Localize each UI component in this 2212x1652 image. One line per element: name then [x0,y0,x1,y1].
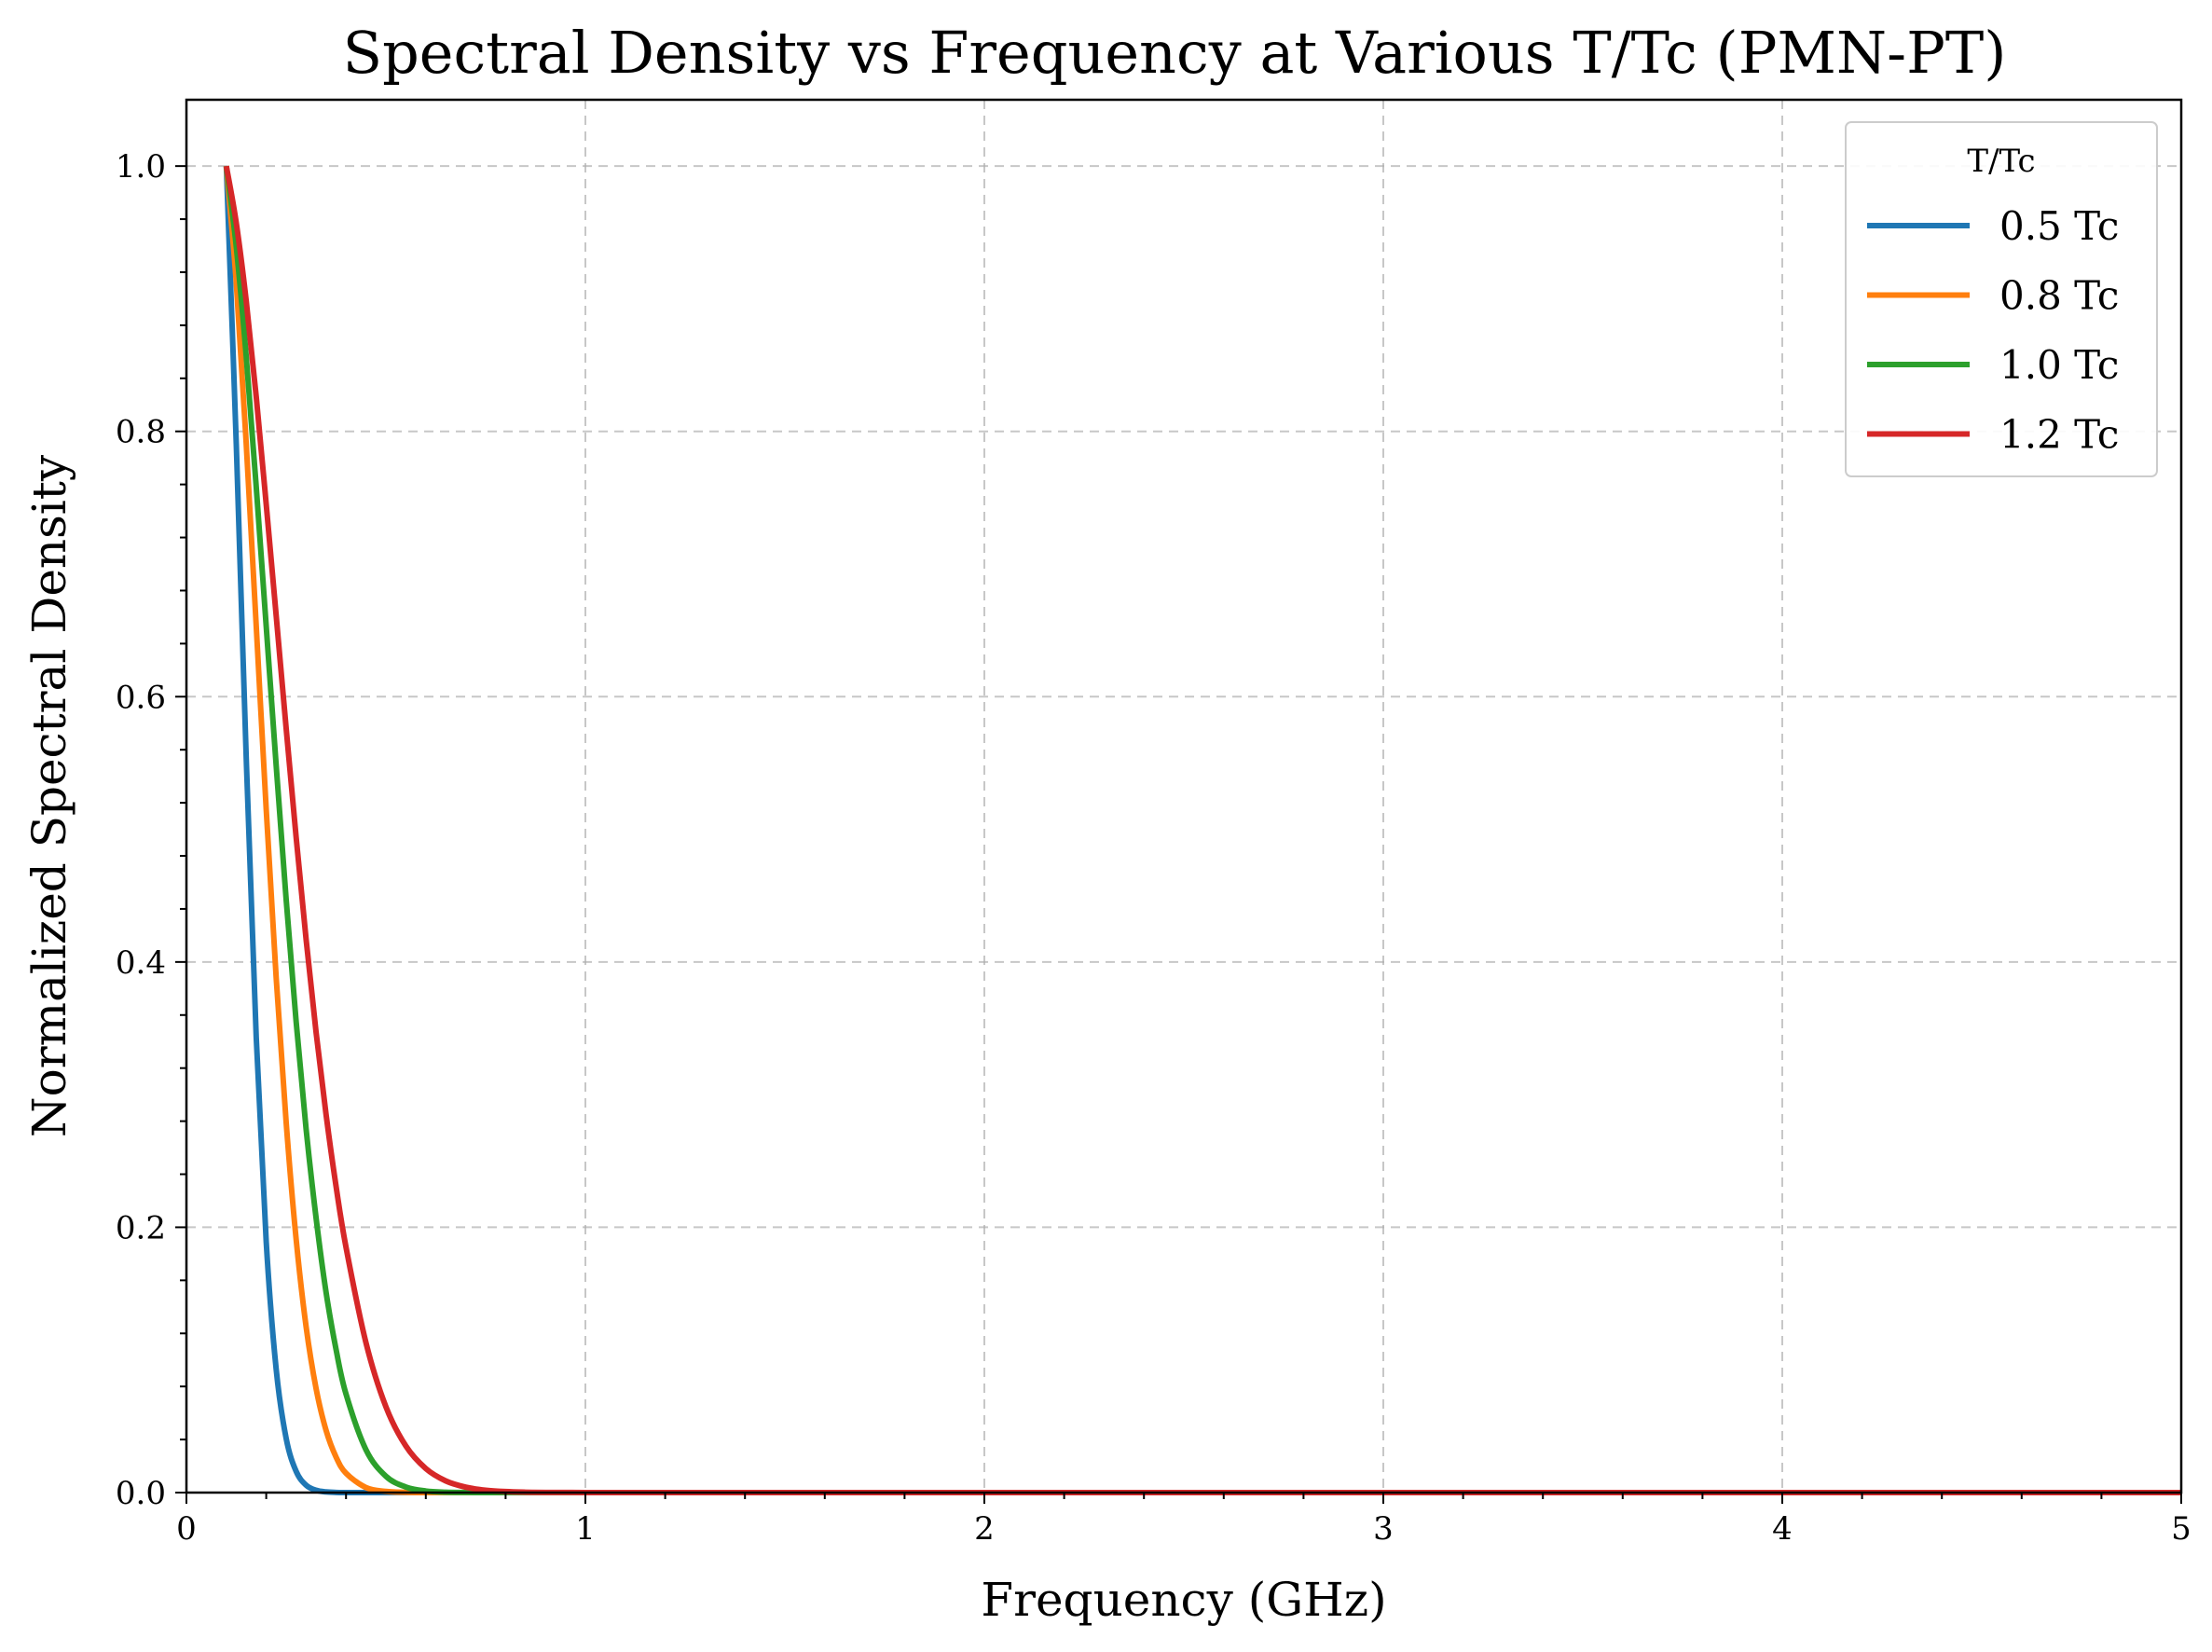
y-axis-label: Normalized Spectral Density [22,454,76,1137]
y-tick-label: 0.0 [116,1475,166,1512]
legend-label: 1.2 Tc [1999,412,2119,458]
legend-label: 0.5 Tc [1999,203,2119,249]
legend: T/Tc 0.5 Tc 0.8 Tc 1.0 Tc 1.2 Tc [1845,121,2158,477]
x-tick-label: 4 [1772,1510,1793,1548]
y-tick-label: 1.0 [116,148,166,186]
y-tick-label: 0.2 [116,1209,166,1246]
chart-title: Spectral Density vs Frequency at Various… [343,19,2007,87]
legend-label: 1.0 Tc [1999,342,2119,388]
y-tick-label: 0.8 [116,414,166,451]
x-tick-label: 1 [575,1510,596,1548]
legend-title: T/Tc [1967,143,2035,180]
legend-label: 0.8 Tc [1999,273,2119,319]
y-tick-label: 0.4 [116,944,166,982]
plot-frame [185,98,2183,1494]
x-tick-label: 2 [974,1510,995,1548]
x-tick-label: 0 [176,1510,197,1548]
y-tick-label: 0.6 [116,679,166,716]
legend-items: 0.5 Tc 0.8 Tc 1.0 Tc 1.2 Tc [1867,203,2119,458]
x-tick-label: 5 [2171,1510,2191,1548]
legend-box [1845,121,2158,477]
ticks: 0 1 2 3 4 5 0.0 0.2 0.4 0.6 0.8 1.0 [116,148,2191,1548]
x-tick-label: 3 [1373,1510,1394,1548]
x-axis-label: Frequency (GHz) [981,1573,1386,1627]
